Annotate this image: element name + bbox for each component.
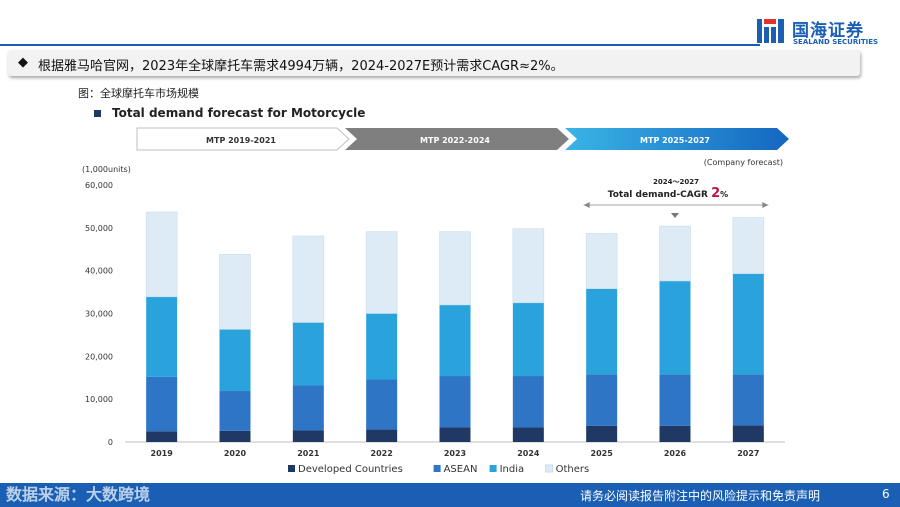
legend-swatch xyxy=(545,464,554,473)
bar-others-2026 xyxy=(659,225,691,282)
logo-english-name: SEALAND SECURITIES xyxy=(793,38,879,46)
footer-disclaimer: 请务必阅读报告附注中的风险提示和免责声明 xyxy=(580,489,821,503)
bar-developed-countries-2020 xyxy=(219,430,251,442)
period-arrow-1 xyxy=(136,127,350,151)
bar-india-2026 xyxy=(659,280,691,375)
legend-swatch xyxy=(489,465,497,472)
page-number: 6 xyxy=(882,487,890,501)
headline-box: ◆ 根据雅马哈官网，2023年全球摩托车需求4994万辆，2024-2027E预… xyxy=(8,50,860,76)
period-arrow-2 xyxy=(345,128,569,150)
bar-developed-countries-2023 xyxy=(439,427,471,442)
bar-asean-2020 xyxy=(219,391,251,431)
bar-others-2021 xyxy=(292,235,325,323)
footer-bar: 请务必阅读报告附注中的风险提示和免责声明 6 xyxy=(0,483,900,507)
title-square-icon xyxy=(94,110,101,117)
bar-others-2025 xyxy=(585,233,618,289)
bar-india-2019 xyxy=(146,296,178,377)
bar-others-2023 xyxy=(439,231,471,306)
bar-india-2027 xyxy=(732,273,764,375)
x-tick-label: 2027 xyxy=(737,449,759,458)
cagr-label: Total demand-CAGR 2% xyxy=(608,186,728,201)
x-tick-label: 2020 xyxy=(224,449,247,458)
bar-india-2025 xyxy=(586,288,618,375)
bar-developed-countries-2019 xyxy=(146,431,178,442)
bar-india-2023 xyxy=(439,304,471,377)
period-label-2: MTP 2022-2024 xyxy=(420,136,490,145)
y-tick-label: 40,000 xyxy=(85,267,113,276)
chart-title: Total demand forecast for Motorcycle xyxy=(112,106,366,120)
bar-others-2019 xyxy=(145,211,178,298)
y-tick-label: 30,000 xyxy=(85,310,113,319)
bar-developed-countries-2026 xyxy=(659,425,691,442)
figure-label: 图：全球摩托车市场规模 xyxy=(78,87,199,100)
x-tick-label: 2022 xyxy=(371,449,393,458)
bar-asean-2026 xyxy=(659,374,691,426)
period-label-1: MTP 2019-2021 xyxy=(206,136,276,145)
y-tick-label: 50,000 xyxy=(85,224,113,233)
x-tick-label: 2021 xyxy=(297,449,320,458)
cagr-left-arrowhead-icon xyxy=(583,202,590,208)
y-tick-label: 0 xyxy=(108,438,113,447)
cagr-marker-icon xyxy=(671,213,679,218)
logo-chinese-name: 国海证券 xyxy=(792,21,864,41)
bar-others-2024 xyxy=(512,228,545,304)
bar-asean-2021 xyxy=(292,385,324,431)
bar-india-2024 xyxy=(512,302,544,377)
y-tick-label: 20,000 xyxy=(85,352,113,361)
bar-asean-2019 xyxy=(146,376,178,432)
diamond-bullet-icon: ◆ xyxy=(18,55,28,70)
legend-label: ASEAN xyxy=(444,464,478,475)
bar-developed-countries-2024 xyxy=(512,427,544,442)
source-watermark: 数据来源：大数跨境 xyxy=(6,485,151,504)
period-label-3: MTP 2025-2027 xyxy=(640,136,710,145)
bar-others-2022 xyxy=(365,231,398,314)
bar-asean-2022 xyxy=(366,379,398,430)
y-tick-label: 10,000 xyxy=(85,395,113,404)
cagr-right-arrowhead-icon xyxy=(762,202,769,208)
x-tick-label: 2025 xyxy=(591,449,614,458)
x-tick-label: 2023 xyxy=(444,449,466,458)
legend-label: Others xyxy=(556,464,590,475)
stacked-bar-chart: MTP 2019-2021 MTP 2022-2024 MTP 2025-2027 (… xyxy=(82,127,789,475)
bar-developed-countries-2021 xyxy=(292,430,324,442)
bar-india-2022 xyxy=(366,313,398,380)
bar-others-2020 xyxy=(219,254,251,330)
x-tick-label: 2019 xyxy=(151,449,174,458)
y-tick-label: 60,000 xyxy=(85,181,113,190)
bar-asean-2024 xyxy=(512,376,544,428)
legend-swatch xyxy=(433,465,441,472)
y-unit-label: (1,000units) xyxy=(82,165,131,174)
headline-text: 根据雅马哈官网，2023年全球摩托车需求4994万辆，2024-2027E预计需… xyxy=(38,59,564,74)
bar-developed-countries-2025 xyxy=(586,425,618,442)
legend-label: India xyxy=(500,464,525,475)
legend-label: Developed Countries xyxy=(298,464,403,475)
bar-others-2027 xyxy=(732,217,765,274)
x-tick-label: 2024 xyxy=(517,449,540,458)
company-logo: 国海证券 SEALAND SECURITIES xyxy=(756,14,886,50)
bar-asean-2025 xyxy=(586,374,618,426)
bar-asean-2027 xyxy=(732,374,764,426)
legend-swatch xyxy=(288,465,295,472)
header-rule xyxy=(0,44,760,46)
bar-india-2020 xyxy=(219,329,251,392)
period-arrow-3 xyxy=(565,128,789,150)
bar-asean-2023 xyxy=(439,376,471,428)
bar-developed-countries-2022 xyxy=(366,429,398,442)
bar-india-2021 xyxy=(292,322,324,386)
forecast-note: (Company forecast) xyxy=(704,158,783,167)
cagr-value: 2 xyxy=(711,186,720,201)
cagr-range-label: 2024～2027 xyxy=(653,178,699,186)
logo-mark-icon xyxy=(757,19,784,43)
x-tick-label: 2026 xyxy=(664,449,687,458)
bar-developed-countries-2027 xyxy=(732,425,764,442)
cagr-unit: % xyxy=(720,190,728,199)
